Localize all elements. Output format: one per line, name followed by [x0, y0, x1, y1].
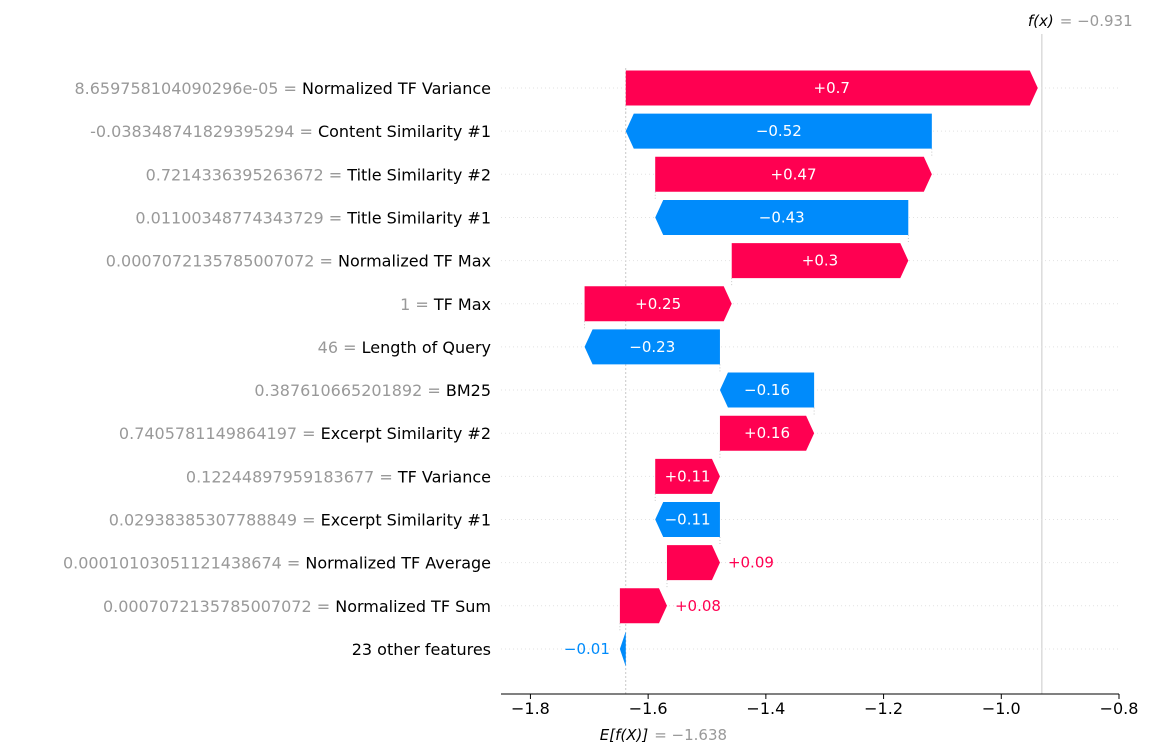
positive-bar	[731, 243, 909, 279]
feature-label: -0.038348741829395294 = Content Similari…	[90, 122, 491, 141]
feature-name: Excerpt Similarity #1	[321, 510, 491, 529]
feature-value: 0.00010103051121438674 =	[63, 553, 305, 572]
positive-bar	[619, 588, 667, 624]
bar-value-label: −0.52	[756, 122, 802, 140]
feature-name: Content Similarity #1	[318, 122, 491, 141]
base-value-number: = −1.638	[654, 726, 727, 744]
feature-value: 0.387610665201892 =	[254, 381, 446, 400]
feature-value: -0.038348741829395294 =	[90, 122, 318, 141]
bar-value-label: −0.43	[759, 208, 805, 226]
feature-label: 0.00010103051121438674 = Normalized TF A…	[63, 553, 491, 572]
x-tick-label: −0.8	[1100, 699, 1139, 718]
feature-value: 0.12244897959183677 =	[186, 467, 398, 486]
positive-bar	[666, 545, 720, 581]
bar-value-label: +0.11	[665, 467, 711, 485]
output-value-symbol: f(x)	[1028, 12, 1054, 30]
base-value-annotation: E[f(X)] = −1.638	[600, 726, 727, 744]
bars: +0.7 −0.52 +0.47 −0.43 +0.3 +0.25 −0.23 −0.16 +0…	[564, 70, 1038, 667]
feature-value: 0.7214336395263672 =	[146, 165, 348, 184]
feature-label: 8.659758104090296e-05 = Normalized TF Va…	[74, 79, 491, 98]
feature-value: 46 =	[318, 337, 362, 356]
feature-name: Normalized TF Sum	[335, 596, 491, 615]
x-tick-label: −1.4	[746, 699, 785, 718]
bar-value-label: +0.09	[728, 554, 774, 572]
bar-value-label: −0.16	[744, 381, 790, 399]
feature-name: 23 other features	[352, 639, 491, 658]
negative-bar	[625, 113, 932, 149]
feature-label: 0.0007072135785007072 = Normalized TF Ma…	[106, 251, 491, 270]
x-tick-label: −1.0	[982, 699, 1021, 718]
feature-value: 0.0007072135785007072 =	[103, 596, 335, 615]
feature-name: TF Max	[433, 294, 491, 313]
positive-bar	[719, 415, 815, 451]
feature-name: Normalized TF Average	[305, 553, 491, 572]
feature-label: 0.12244897959183677 = TF Variance	[186, 467, 491, 486]
output-value-annotation: f(x) = −0.931	[1028, 12, 1133, 30]
feature-name: Title Similarity #2	[346, 165, 491, 184]
feature-name: Length of Query	[362, 337, 491, 356]
bar-value-label: +0.25	[635, 295, 681, 313]
feature-label: 1 = TF Max	[400, 294, 491, 313]
annotations: E[f(X)] = −1.638 f(x) = −0.931	[600, 12, 1133, 744]
feature-label: 0.7214336395263672 = Title Similarity #2	[146, 165, 491, 184]
bar-value-label: −0.23	[629, 338, 675, 356]
output-value-number: = −0.931	[1060, 12, 1133, 30]
feature-label: 0.7405781149864197 = Excerpt Similarity …	[119, 424, 491, 443]
feature-label: 23 other features	[352, 639, 491, 658]
feature-label: 0.0007072135785007072 = Normalized TF Su…	[103, 596, 491, 615]
positive-bar	[625, 70, 1038, 106]
feature-label: 0.01100348774343729 = Title Similarity #…	[135, 208, 491, 227]
bar-value-label: +0.7	[814, 79, 850, 97]
x-tick-label: −1.2	[864, 699, 903, 718]
feature-label: 46 = Length of Query	[318, 337, 491, 356]
feature-label: 0.02938385307788849 = Excerpt Similarity…	[109, 510, 491, 529]
positive-bar	[655, 458, 720, 494]
x-axis: −1.8 −1.6 −1.4 −1.2 −1.0 −0.8	[501, 693, 1139, 718]
x-tick-label: −1.6	[629, 699, 668, 718]
y-axis-labels: 8.659758104090296e-05 = Normalized TF Va…	[63, 79, 491, 659]
positive-bar	[584, 286, 732, 322]
feature-name: Title Similarity #1	[346, 208, 491, 227]
negative-bar	[584, 329, 720, 365]
negative-bar	[655, 199, 909, 235]
feature-name: Excerpt Similarity #2	[321, 424, 491, 443]
base-value-symbol: E[f(X)]	[600, 726, 649, 744]
feature-value: 0.01100348774343729 =	[135, 208, 347, 227]
bar-value-label: +0.47	[771, 165, 817, 183]
x-tick-label: −1.8	[511, 699, 550, 718]
bar-value-label: +0.16	[744, 424, 790, 442]
feature-value: 1 =	[400, 294, 434, 313]
feature-label: 0.387610665201892 = BM25	[254, 381, 491, 400]
feature-value: 0.0007072135785007072 =	[106, 251, 338, 270]
negative-bar	[655, 502, 720, 537]
feature-value: 0.02938385307788849 =	[109, 510, 321, 529]
feature-name: Normalized TF Variance	[302, 79, 491, 98]
bar-value-label: −0.01	[564, 640, 610, 658]
negative-bar	[719, 372, 815, 408]
feature-value: 0.7405781149864197 =	[119, 424, 321, 443]
bar-value-label: −0.11	[665, 511, 711, 529]
negative-bar	[619, 631, 626, 667]
feature-value: 8.659758104090296e-05 =	[74, 79, 302, 98]
feature-name: Normalized TF Max	[338, 251, 491, 270]
bar-value-label: +0.08	[675, 597, 721, 615]
feature-name: BM25	[446, 381, 491, 400]
bar-value-label: +0.3	[802, 252, 838, 270]
positive-bar	[655, 156, 932, 192]
feature-name: TF Variance	[397, 467, 491, 486]
